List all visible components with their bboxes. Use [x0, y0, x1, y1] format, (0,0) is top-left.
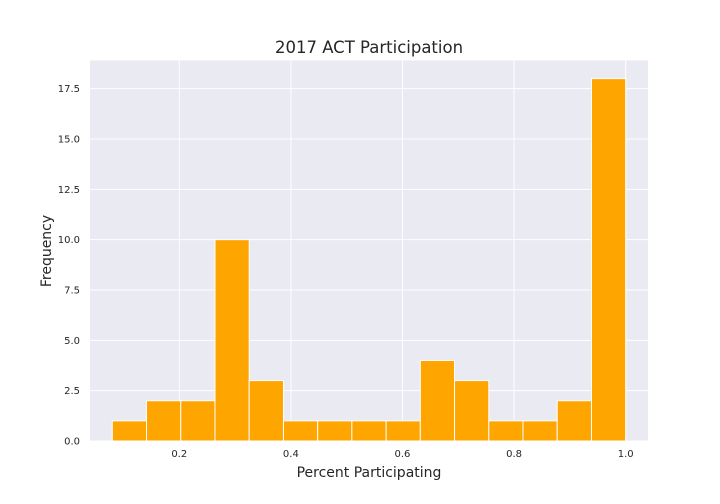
y-axis-label: Frequency — [39, 215, 55, 287]
histogram-bar — [351, 420, 387, 442]
x-tick-label: 0.4 — [283, 449, 299, 460]
histogram-bar — [419, 359, 456, 442]
histogram-bar — [180, 400, 216, 442]
histogram-bar — [454, 380, 490, 442]
y-tick-label: 15.0 — [58, 135, 80, 146]
histogram-bar — [111, 420, 148, 442]
y-tick-label: 2.5 — [64, 386, 80, 397]
x-axis-ticks: 0.2 0.4 0.6 0.8 1.0 — [171, 449, 633, 460]
x-tick-label: 0.2 — [171, 449, 187, 460]
y-tick-label: 17.5 — [58, 84, 80, 95]
histogram-bars — [111, 78, 627, 442]
histogram-bar — [214, 239, 250, 442]
y-tick-label: 5.0 — [64, 336, 80, 347]
histogram-bar — [488, 420, 524, 442]
histogram-bar — [556, 400, 592, 442]
x-tick-label: 1.0 — [618, 449, 634, 460]
x-axis-label: Percent Participating — [297, 465, 442, 481]
chart-title: 2017 ACT Participation — [275, 38, 463, 57]
histogram-bar — [146, 400, 182, 442]
histogram-bar — [248, 380, 284, 442]
histogram-bar — [590, 78, 627, 442]
y-tick-label: 10.0 — [58, 235, 80, 246]
x-tick-label: 0.6 — [395, 449, 411, 460]
histogram-bar — [282, 420, 319, 442]
y-axis-ticks: 0.0 2.5 5.0 7.5 10.0 12.5 15.0 17.5 — [58, 84, 80, 447]
histogram-bar — [522, 420, 558, 442]
y-tick-label: 7.5 — [64, 286, 80, 297]
x-tick-label: 0.8 — [506, 449, 522, 460]
y-tick-label: 0.0 — [64, 437, 80, 448]
histogram-bar — [385, 420, 421, 442]
histogram-bar — [317, 420, 353, 442]
y-tick-label: 12.5 — [58, 185, 80, 196]
plot-area — [90, 60, 648, 441]
